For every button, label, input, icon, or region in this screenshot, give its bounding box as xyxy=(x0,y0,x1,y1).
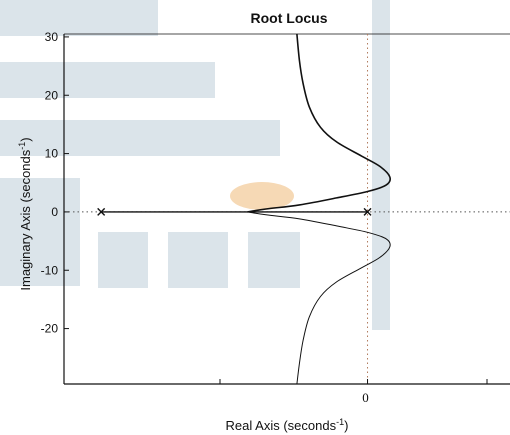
watermark-block xyxy=(372,0,390,330)
chart-title: Root Locus xyxy=(251,10,328,26)
watermark-block xyxy=(248,232,300,288)
x-axis-label-superscript: -1 xyxy=(336,417,344,427)
watermark-block xyxy=(168,232,228,288)
x-tick-label: 0 xyxy=(362,390,369,405)
locus-branches xyxy=(101,33,392,385)
y-axis-label: Imaginary Axis (seconds-1) xyxy=(17,137,33,290)
axis-ticks: 30 20 10 0 -10 -20 0 xyxy=(41,30,369,405)
x-axis-label-text: Real Axis (seconds xyxy=(226,418,337,433)
watermark-block xyxy=(0,62,215,98)
y-tick-label: -10 xyxy=(41,263,59,277)
y-tick-label: 10 xyxy=(45,147,59,161)
x-axis-label-close: ) xyxy=(344,418,348,433)
y-tick-label: 20 xyxy=(45,88,59,102)
pole-marker xyxy=(97,207,106,216)
open-loop-poles xyxy=(97,207,372,216)
pole-marker xyxy=(363,207,372,216)
watermark-block xyxy=(0,120,280,156)
watermark-block xyxy=(0,178,80,286)
y-tick-label: -20 xyxy=(41,322,59,336)
watermark-graphic xyxy=(0,0,390,330)
y-axis-label-close: ) xyxy=(18,137,33,141)
locus-branch-line xyxy=(247,33,392,213)
y-axis-label-text: Imaginary Axis (seconds xyxy=(18,149,33,290)
watermark-accent xyxy=(230,182,294,210)
y-tick-label: 0 xyxy=(51,205,58,219)
x-axis-label: Real Axis (seconds-1) xyxy=(226,417,349,433)
y-axis-label-superscript: -1 xyxy=(17,142,27,150)
y-tick-label: 30 xyxy=(45,30,59,44)
watermark-block xyxy=(0,0,158,36)
locus-branch-line xyxy=(247,211,391,385)
watermark-block xyxy=(98,232,148,288)
